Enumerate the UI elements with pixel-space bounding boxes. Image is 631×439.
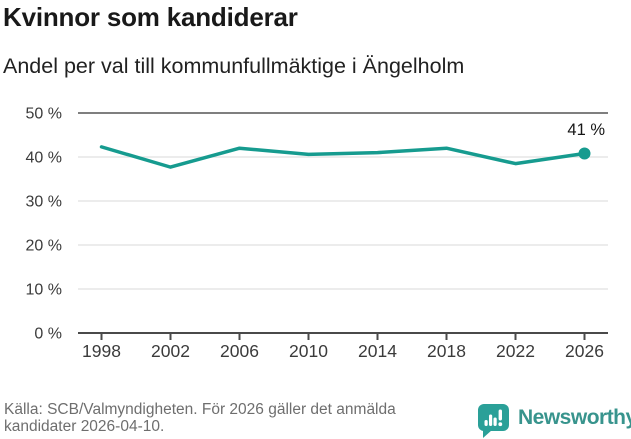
chart-subtitle: Andel per val till kommunfullmäktige i Ä…: [3, 54, 465, 78]
bubble-shape: [478, 404, 509, 431]
chart-title: Kvinnor som kandiderar: [3, 2, 298, 32]
data-line: [99, 145, 587, 169]
bar-glyph-3: [493, 417, 497, 426]
source-note: Källa: SCB/Valmyndigheten. För 2026 gäll…: [4, 401, 396, 435]
newsworthy-chart-bubble-icon: [478, 404, 509, 438]
x-tick-label: 2006: [220, 341, 259, 361]
bubble-tail: [483, 428, 492, 438]
y-tick-label: 40 %: [26, 150, 62, 167]
newsworthy-wordmark: Newsworthy: [518, 406, 631, 429]
y-tick-label: 20 %: [26, 238, 62, 255]
x-tick-label: 2010: [289, 341, 328, 361]
end-point-marker: [578, 147, 591, 160]
end-value-label: 41 %: [567, 121, 605, 139]
x-tick-label: 2014: [358, 341, 397, 361]
x-tick-label: 1998: [82, 341, 121, 361]
x-tick-label: 2018: [427, 341, 466, 361]
bar-glyph-2: [489, 414, 493, 426]
x-tick-label: 2026: [565, 341, 604, 361]
y-tick-label: 50 %: [26, 106, 62, 123]
y-tick-label: 10 %: [26, 282, 62, 299]
newsworthy-logo: Newsworthy: [477, 403, 631, 438]
x-tick-label: 2022: [496, 341, 535, 361]
exclamation-dot: [498, 422, 503, 427]
exclamation-stem: [498, 409, 502, 421]
y-tick-label: 0 %: [34, 326, 62, 343]
y-tick-label: 30 %: [26, 194, 62, 211]
bar-glyph-1: [484, 420, 488, 426]
x-tick-label: 2002: [151, 341, 190, 361]
